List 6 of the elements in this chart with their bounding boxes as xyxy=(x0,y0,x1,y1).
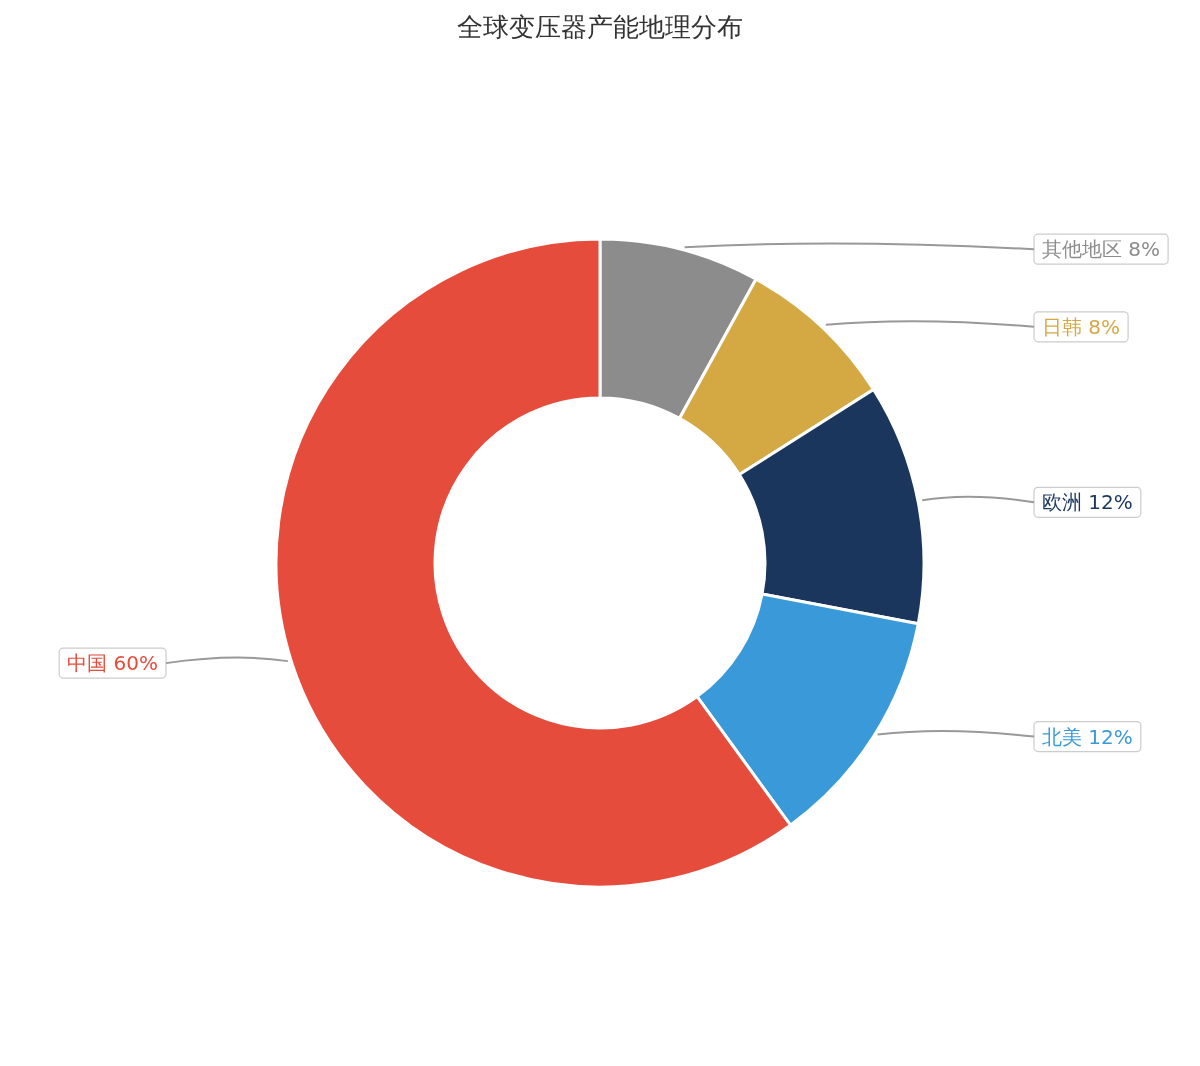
slice-label: 北美 12% xyxy=(1042,724,1133,749)
slice-label: 日韩 8% xyxy=(1042,314,1121,339)
title: 全球变压器产能地理分布 xyxy=(457,12,743,42)
slice-label: 中国 60% xyxy=(67,651,158,676)
slice-label: 欧洲 12% xyxy=(1042,490,1133,515)
slice-label: 其他地区 8% xyxy=(1042,237,1161,262)
